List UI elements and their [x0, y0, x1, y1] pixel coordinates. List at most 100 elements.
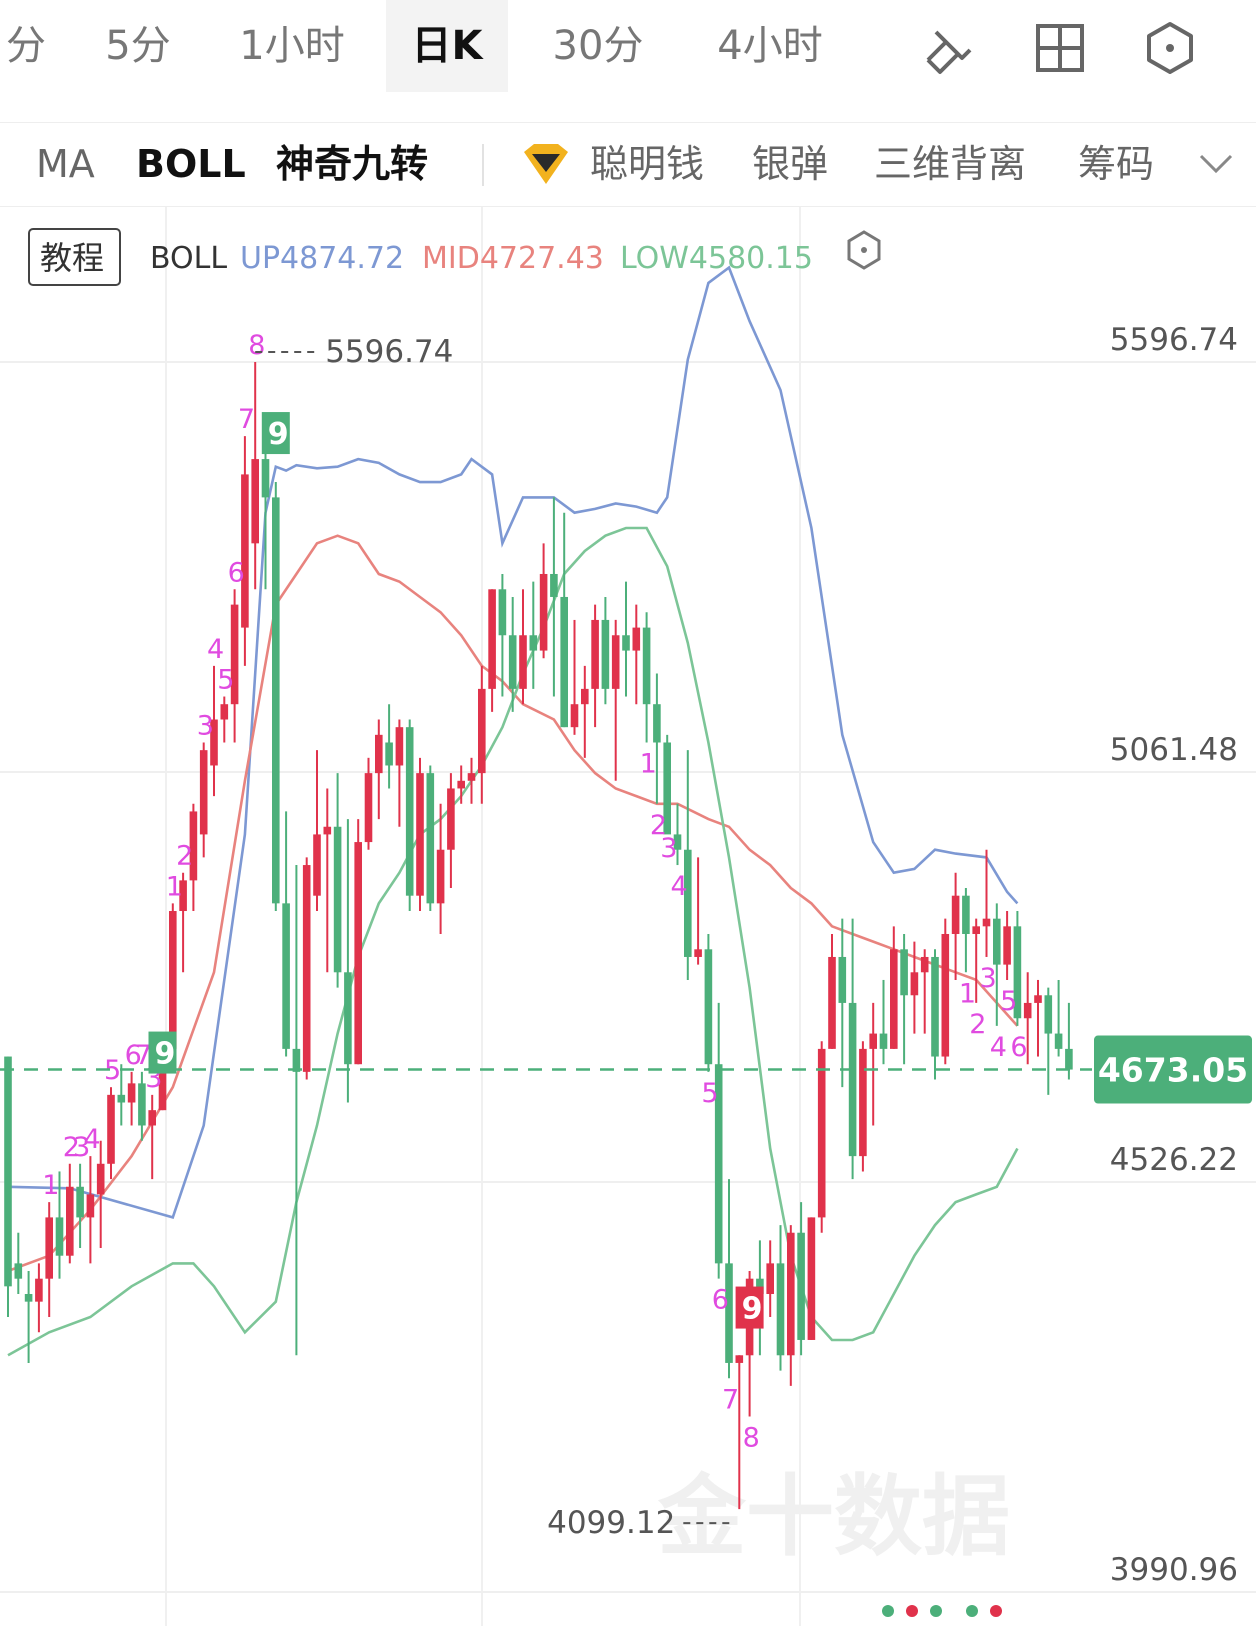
- td-count-label: 1: [42, 1170, 59, 1201]
- candle: [241, 436, 249, 666]
- indicator-boll[interactable]: BOLL: [136, 142, 246, 186]
- tab-30min[interactable]: 30分: [552, 23, 644, 69]
- legend-boll-low: LOW4580.15: [620, 241, 813, 276]
- candle-body: [807, 1217, 816, 1340]
- td-count-label: 3: [197, 710, 214, 741]
- td-count-label: 8: [743, 1423, 760, 1454]
- candle: [210, 665, 218, 797]
- candle-body: [797, 1232, 805, 1340]
- candle: [797, 1202, 805, 1356]
- candle-body: [673, 834, 682, 850]
- candle: [529, 581, 538, 689]
- td-nine-label: 9: [155, 1037, 176, 1072]
- candle-body: [900, 949, 908, 996]
- candle: [550, 497, 558, 697]
- current-price-badge: [1094, 1035, 1252, 1104]
- candle-body: [169, 911, 177, 1049]
- td-nine-badge: 9: [261, 412, 290, 455]
- candle: [879, 979, 888, 1065]
- td-nine-badge: 9: [735, 1286, 764, 1329]
- chevron-down-icon[interactable]: [1198, 152, 1234, 176]
- candle: [426, 765, 435, 912]
- candle-body: [1044, 995, 1053, 1034]
- td-count-label: 6: [125, 1040, 142, 1071]
- tab-5min[interactable]: 5分: [105, 23, 171, 69]
- candle-body: [756, 1278, 764, 1295]
- candle-body: [1003, 926, 1011, 965]
- candle-body: [282, 903, 290, 1049]
- draw-pen-icon[interactable]: [918, 18, 978, 78]
- candle-body: [560, 596, 568, 728]
- candle-body: [45, 1217, 53, 1279]
- td-count-label: 8: [248, 330, 265, 361]
- td-count-label: 2: [176, 841, 193, 872]
- settings-hexagon-icon[interactable]: [1140, 18, 1200, 78]
- candle: [684, 750, 692, 980]
- td-nine-bg: [261, 412, 290, 455]
- candle: [35, 1263, 43, 1333]
- td-count-label: 3: [660, 833, 677, 864]
- candle-body: [663, 742, 671, 835]
- candle-body: [436, 849, 445, 904]
- candle-body: [951, 895, 960, 934]
- candle-body: [1034, 995, 1042, 1003]
- legend-settings-icon[interactable]: [847, 230, 881, 270]
- candle-body: [1054, 1033, 1063, 1049]
- candle: [416, 757, 424, 912]
- tab-daily-k[interactable]: 日K: [386, 0, 508, 92]
- candle: [900, 933, 908, 1065]
- indicator-chips[interactable]: 筹码: [1078, 142, 1155, 186]
- candle: [282, 811, 290, 1057]
- candle: [261, 443, 270, 590]
- candle: [117, 1064, 126, 1126]
- candle-body: [96, 1163, 105, 1195]
- legend-boll-name: BOLL: [150, 241, 227, 276]
- candle-body: [704, 949, 713, 1065]
- candle: [220, 696, 229, 743]
- candle-body: [76, 1186, 84, 1218]
- indicator-3d-divergence[interactable]: 三维背离: [874, 142, 1027, 186]
- candle-body: [787, 1232, 795, 1356]
- tutorial-button-frame[interactable]: [28, 228, 121, 286]
- candle: [704, 933, 713, 1072]
- tutorial-button[interactable]: 教程: [40, 239, 104, 277]
- candle-body: [890, 949, 898, 1049]
- candle: [941, 918, 950, 1065]
- candle-body: [292, 1048, 301, 1072]
- grid-layout-icon[interactable]: [1030, 18, 1090, 78]
- indicator-smart-money[interactable]: 聪明钱: [590, 142, 705, 186]
- candle: [611, 619, 620, 781]
- td-nine-bg: [735, 1286, 764, 1329]
- tab-4hour[interactable]: 4小时: [717, 23, 823, 69]
- candle-body: [550, 573, 558, 597]
- candle-body: [385, 742, 393, 766]
- td-count-label: 6: [1010, 1032, 1027, 1063]
- candle: [601, 596, 610, 705]
- tab-1hour[interactable]: 1小时: [239, 23, 345, 69]
- candle: [457, 765, 465, 804]
- td-count-label: 3: [73, 1132, 90, 1163]
- td-count-label: 1: [959, 978, 976, 1009]
- candle: [591, 604, 599, 728]
- candle: [962, 888, 970, 973]
- td-count-label: 3: [980, 963, 997, 994]
- candle-body: [529, 635, 538, 651]
- candle-body: [931, 956, 939, 1057]
- indicator-ma[interactable]: MA: [36, 142, 95, 186]
- candle: [179, 872, 187, 973]
- tab-minute[interactable]: 分: [6, 23, 46, 69]
- indicator-td-nine[interactable]: 神奇九转: [276, 142, 429, 186]
- indicator-silver-bullet[interactable]: 银弹: [752, 142, 829, 186]
- candle-body: [66, 1186, 74, 1256]
- td-count-label: 1: [640, 748, 657, 779]
- td-count-label: 6: [712, 1285, 729, 1316]
- candle-body: [920, 956, 929, 973]
- candle: [323, 788, 332, 973]
- candle: [1054, 979, 1063, 1057]
- td-nine-badge: 9: [148, 1031, 177, 1074]
- candle: [354, 819, 362, 1065]
- candle-body: [684, 849, 692, 957]
- candle: [96, 1140, 105, 1249]
- candle: [292, 865, 301, 1356]
- candle: [1065, 1002, 1073, 1080]
